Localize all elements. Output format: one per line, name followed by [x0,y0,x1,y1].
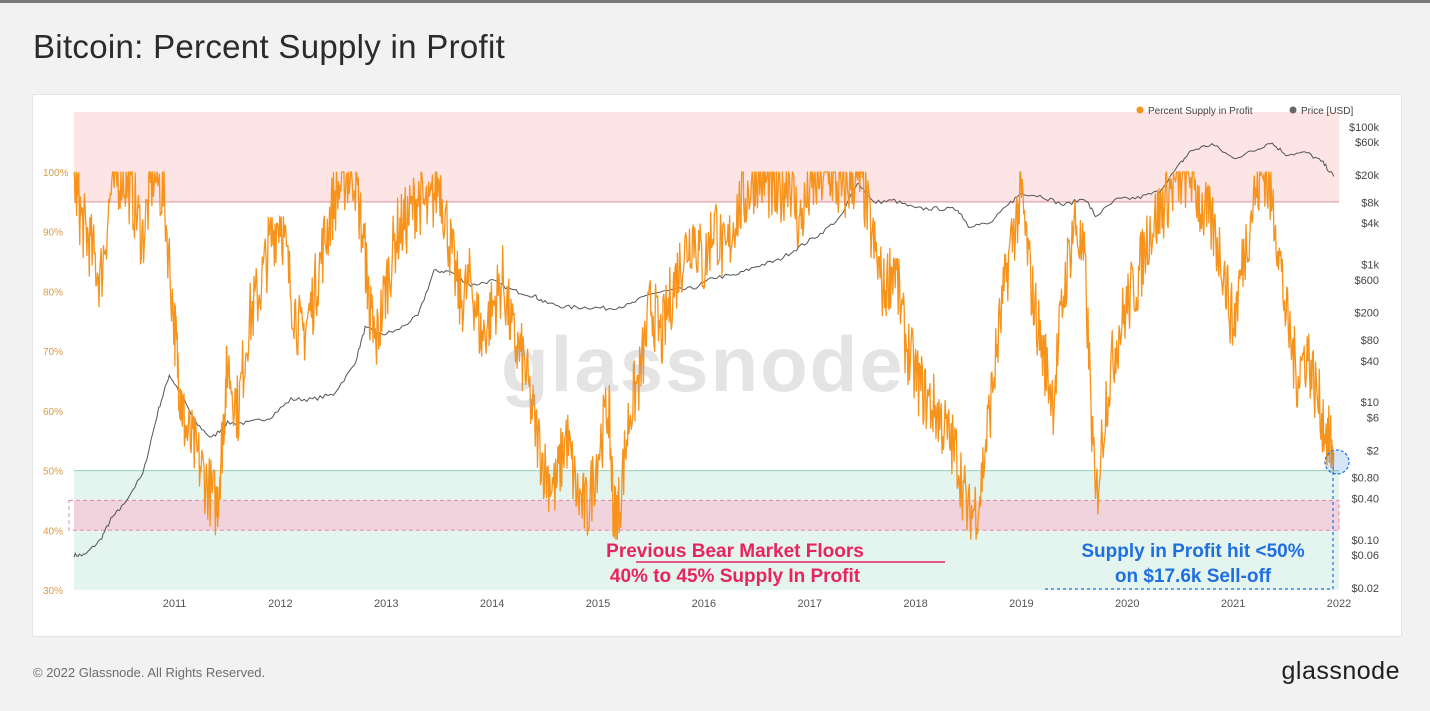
y-left-tick: 100% [43,168,69,179]
legend-label-supply: Percent Supply in Profit [1148,106,1253,117]
y-right-tick: $10 [1361,397,1379,409]
annotation-sell-off-leader [1045,467,1334,590]
y-left-tick: 60% [43,407,63,418]
annotation-sell-off-marker [1324,449,1350,475]
y-right-tick: $100k [1349,122,1379,134]
y-right-tick: $8k [1361,197,1379,209]
annotation-sell-off-line2: on $17.6k Sell-off [1115,566,1272,587]
y-left-tick: 90% [43,228,63,239]
y-right-tick: $60k [1355,137,1379,149]
y-left-tick: 40% [43,526,63,537]
y-right-tick: $0.40 [1351,493,1379,505]
top-border [0,0,1430,3]
legend-label-price: Price [USD] [1301,106,1353,117]
band-bear-floor [74,500,1339,531]
y-right-tick: $2 [1367,445,1379,457]
annotation-bear-floors-line1: Previous Bear Market Floors [606,541,864,562]
copyright: © 2022 Glassnode. All Rights Reserved. [33,665,266,680]
y-left-tick: 70% [43,347,63,358]
legend-swatch-price [1289,106,1297,114]
series-supply-line [73,171,1335,540]
y-right-tick: $200 [1355,308,1379,320]
page-title: Bitcoin: Percent Supply in Profit [33,28,506,65]
annotation-sell-off-line1: Supply in Profit hit <50% [1081,541,1304,562]
x-tick: 2018 [903,598,927,610]
x-tick: 2019 [1009,598,1033,610]
y-right-tick: $0.06 [1351,550,1379,562]
y-left-tick: 30% [43,586,63,597]
y-right-tick: $600 [1355,275,1379,287]
x-tick: 2017 [797,598,821,610]
chart-canvas: 100% 90% 80% 70% 60% 50% 40% 30% $100k $60k $20k $8… [43,106,1379,610]
y-right-tick: $0.10 [1351,535,1379,547]
y-left-tick: 80% [43,287,63,298]
chart-panel: 100% 90% 80% 70% 60% 50% 40% 30% $100k $60k $20k $8… [32,94,1402,637]
brand-logo: glassnode [1281,657,1400,685]
y-right-tick: $4k [1361,218,1379,230]
y-right-tick: $0.80 [1351,473,1379,485]
x-tick: 2012 [268,598,292,610]
y-right-tick: $80 [1361,335,1379,347]
y-right-tick: $40 [1361,356,1379,368]
x-tick: 2020 [1115,598,1139,610]
x-tick: 2016 [692,598,716,610]
x-tick: 2011 [163,598,187,610]
y-right-tick: $1k [1361,260,1379,272]
bear-floor-outline [68,499,1340,531]
y-right-tick: $20k [1355,170,1379,182]
y-left-tick: 50% [43,467,63,478]
y-right-tick: $6 [1367,412,1379,424]
x-tick: 2021 [1221,598,1245,610]
x-tick: 2015 [586,598,610,610]
y-right-tick: $0.02 [1351,583,1379,595]
x-tick: 2014 [480,598,504,610]
x-tick: 2022 [1327,598,1351,610]
band-overheated [74,112,1339,202]
legend-swatch-supply [1136,106,1144,114]
annotation-bear-floors-line2: 40% to 45% Supply In Profit [610,566,861,587]
x-tick: 2013 [374,598,398,610]
